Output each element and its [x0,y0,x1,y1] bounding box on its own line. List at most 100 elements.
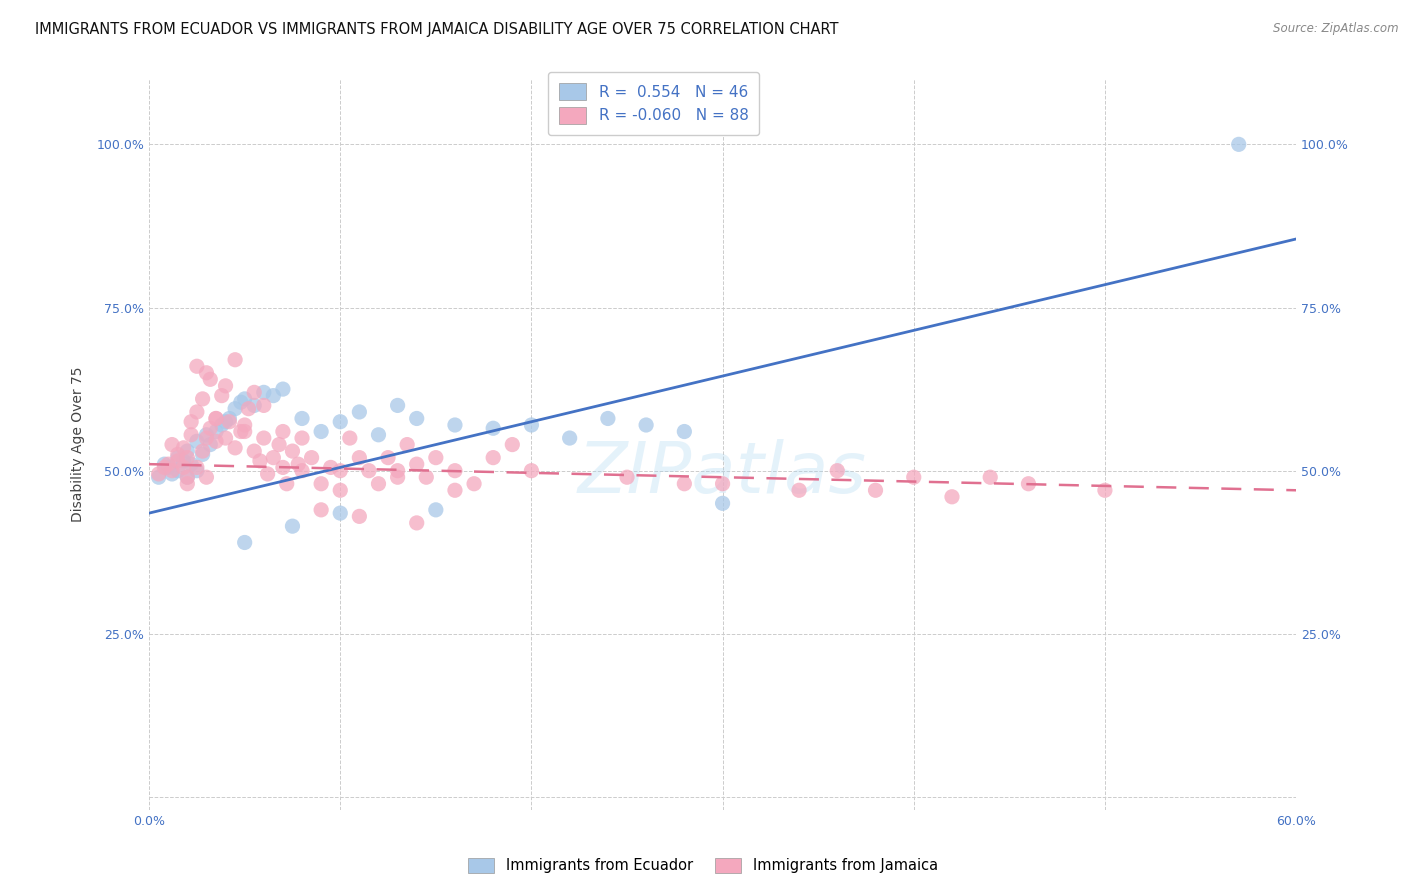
Point [214,379,236,393]
Point [153,457,176,471]
Point [309,503,332,517]
Point [558,431,581,445]
Point [176,470,198,484]
Point [271,460,294,475]
Point [205,411,228,425]
Text: ZIPatlas: ZIPatlas [578,440,868,508]
Point [377,450,399,465]
Point [224,401,246,416]
Point [444,417,467,432]
Point [191,392,214,406]
Point [301,450,323,465]
Text: Source: ZipAtlas.com: Source: ZipAtlas.com [1274,22,1399,36]
Point [367,476,389,491]
Point [191,444,214,458]
Point [349,405,371,419]
Point [214,431,236,445]
Point [501,437,523,451]
Point [186,359,208,374]
Point [195,366,218,380]
Point [482,450,505,465]
Point [271,382,294,396]
Point [195,427,218,442]
Point [387,470,409,484]
Point [349,509,371,524]
Point [249,454,271,468]
Point [160,467,183,481]
Point [405,411,427,425]
Point [256,467,278,481]
Point [180,457,202,471]
Point [281,444,304,458]
Point [309,476,332,491]
Point [160,464,183,478]
Point [941,490,963,504]
Point [711,476,734,491]
Point [616,470,638,484]
Point [166,450,188,465]
Point [238,401,260,416]
Point [827,464,849,478]
Point [276,476,298,491]
Y-axis label: Disability Age Over 75: Disability Age Over 75 [72,367,86,523]
Point [173,460,195,475]
Point [186,464,208,478]
Point [253,431,276,445]
Point [173,441,195,455]
Point [367,427,389,442]
Point [186,405,208,419]
Point [233,535,256,549]
Point [229,425,252,439]
Point [287,457,309,471]
Point [180,415,202,429]
Point [711,496,734,510]
Point [349,450,371,465]
Point [200,421,222,435]
Point [787,483,810,498]
Point [673,476,696,491]
Legend: Immigrants from Ecuador, Immigrants from Jamaica: Immigrants from Ecuador, Immigrants from… [461,850,945,880]
Point [339,431,361,445]
Point [153,460,176,475]
Point [243,399,266,413]
Point [176,470,198,484]
Point [148,470,170,484]
Point [191,447,214,461]
Point [271,425,294,439]
Point [205,434,228,449]
Point [176,444,198,458]
Point [224,441,246,455]
Point [267,437,290,451]
Point [160,437,183,451]
Point [186,460,208,475]
Point [157,457,180,471]
Point [180,427,202,442]
Point [211,417,233,432]
Point [596,411,619,425]
Point [329,483,352,498]
Point [176,450,198,465]
Point [979,470,1001,484]
Point [329,464,352,478]
Point [243,444,266,458]
Point [444,483,467,498]
Point [157,460,180,475]
Point [218,415,240,429]
Point [166,464,188,478]
Point [1094,483,1116,498]
Point [673,425,696,439]
Point [281,519,304,533]
Point [176,476,198,491]
Point [444,464,467,478]
Point [243,385,266,400]
Point [405,516,427,530]
Point [291,464,314,478]
Point [329,506,352,520]
Point [482,421,505,435]
Point [636,417,658,432]
Legend: R =  0.554   N = 46, R = -0.060   N = 88: R = 0.554 N = 46, R = -0.060 N = 88 [548,72,759,135]
Point [233,417,256,432]
Text: IMMIGRANTS FROM ECUADOR VS IMMIGRANTS FROM JAMAICA DISABILITY AGE OVER 75 CORREL: IMMIGRANTS FROM ECUADOR VS IMMIGRANTS FR… [35,22,838,37]
Point [205,411,228,425]
Point [1227,137,1250,152]
